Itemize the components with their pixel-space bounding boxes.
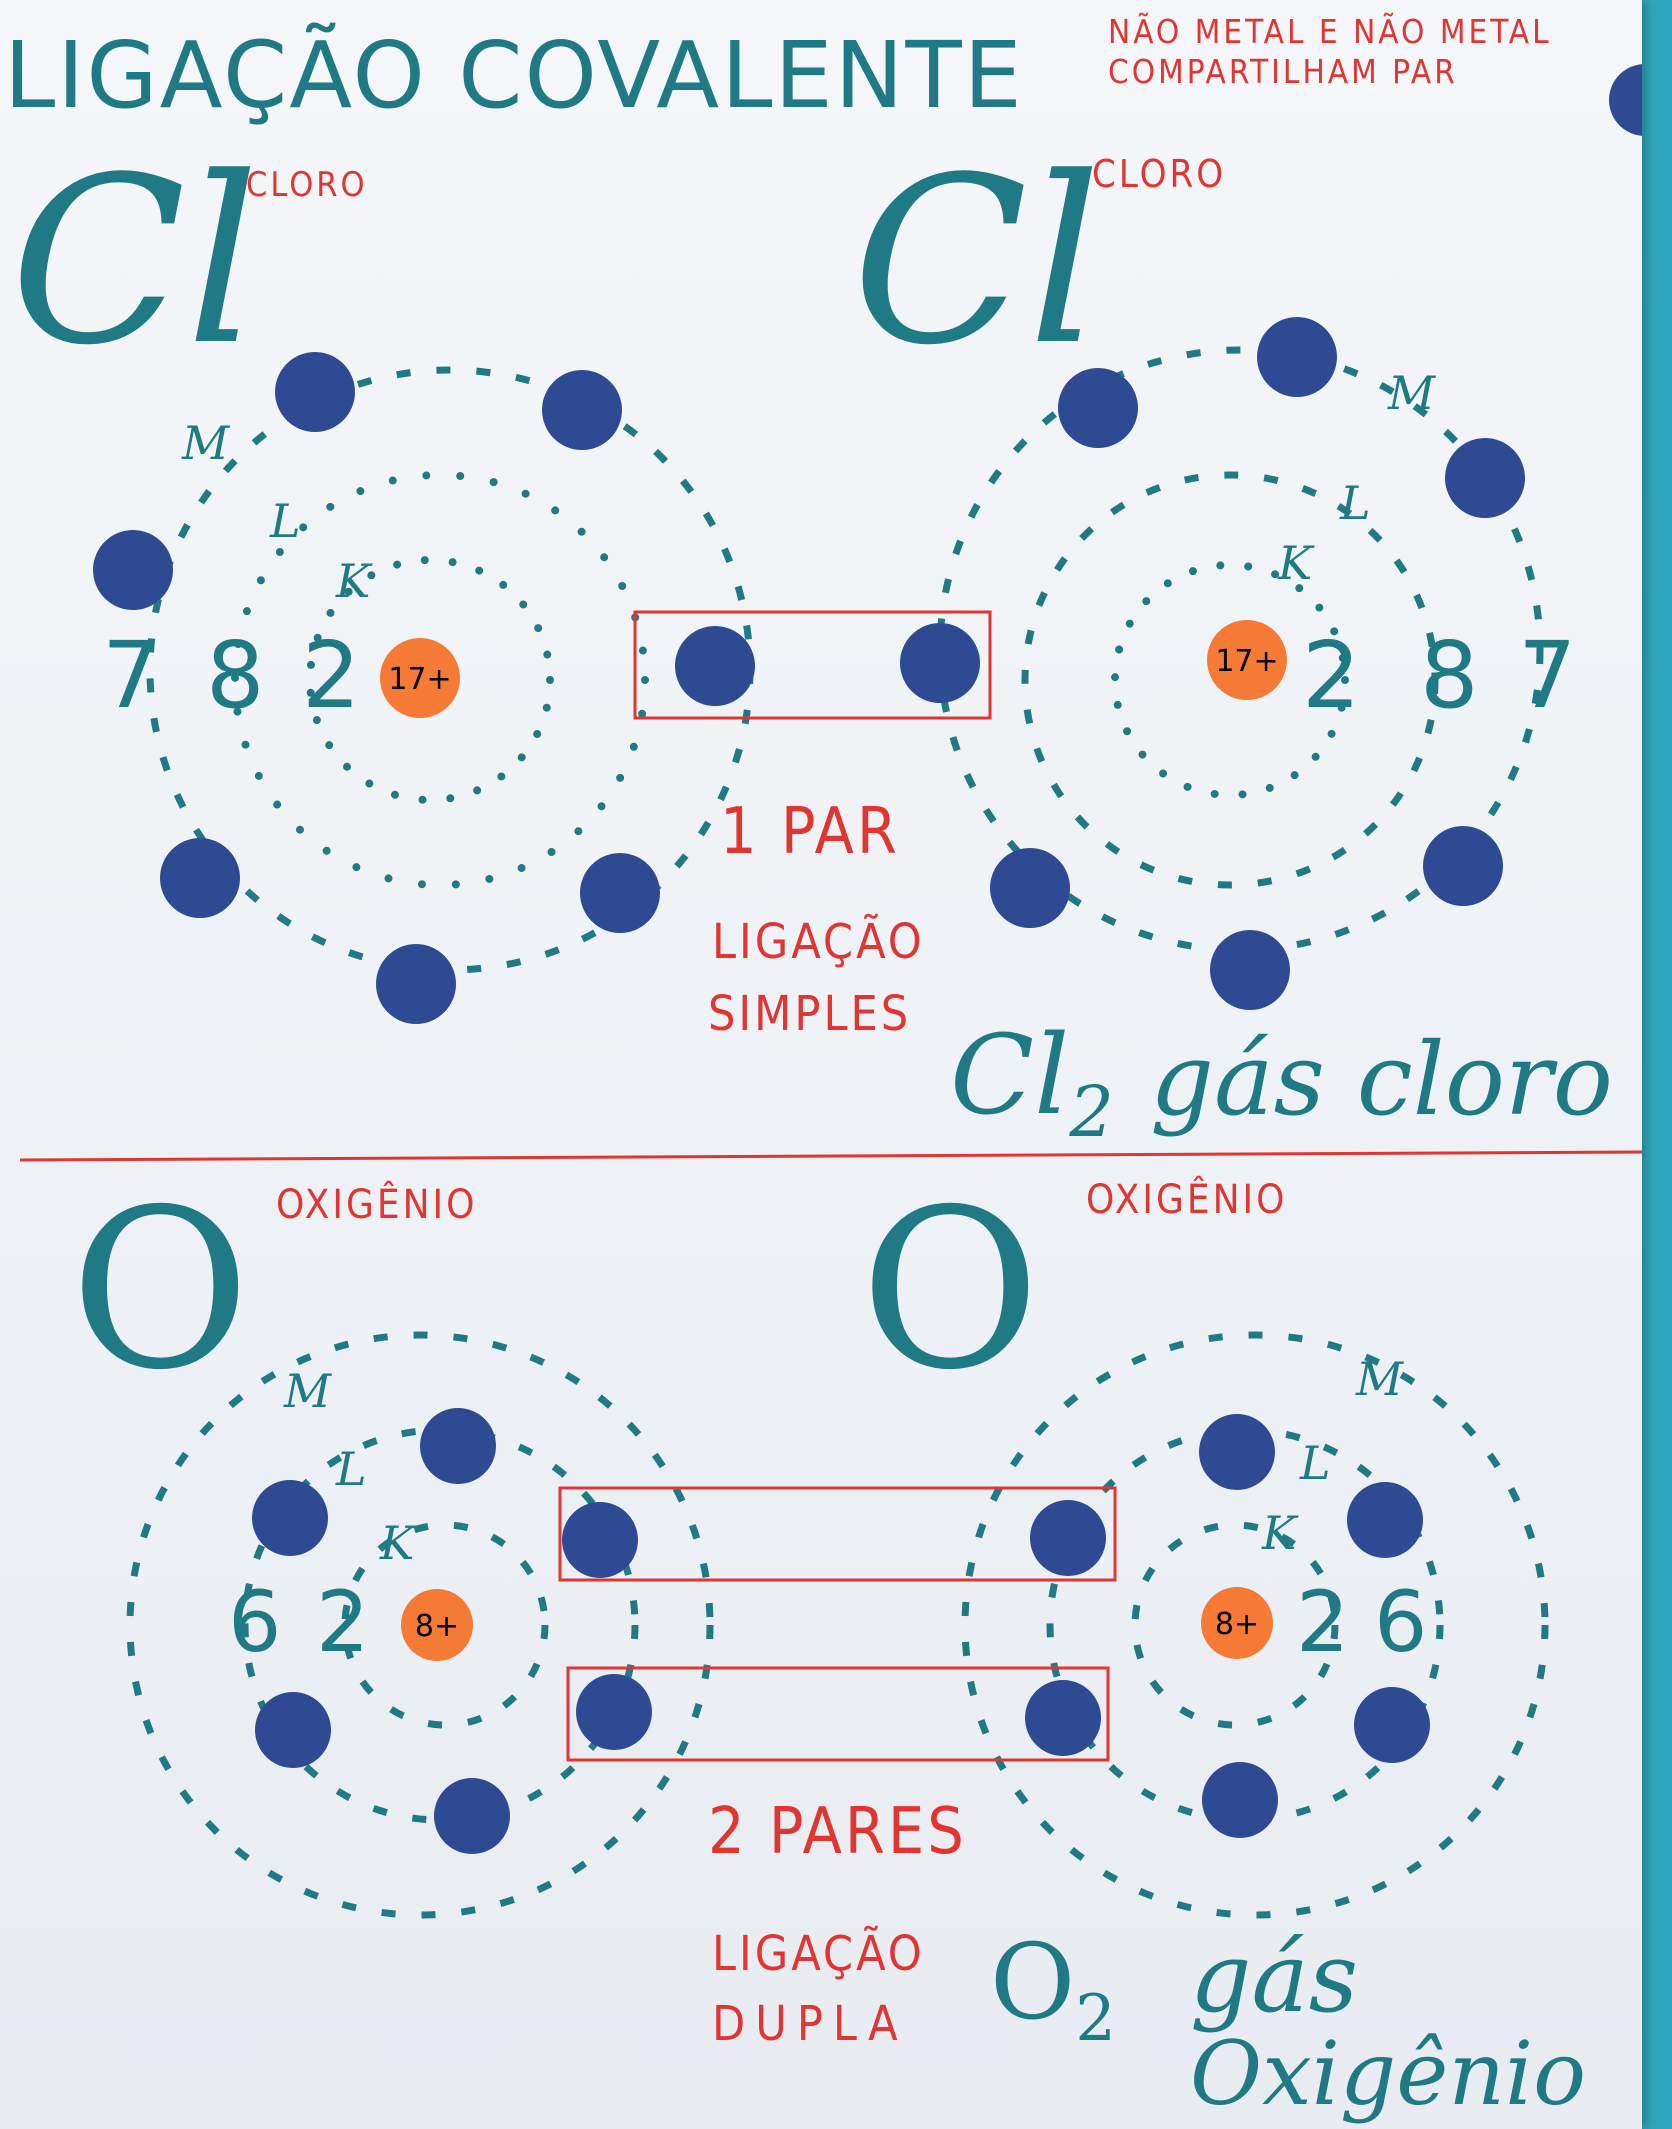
oxygen-left-shell-m-orbit <box>126 1331 714 1919</box>
oxygen-right-symbol: O <box>860 1162 1041 1418</box>
electron <box>160 838 240 918</box>
right-nucleus-charge: 17+ <box>1215 644 1278 679</box>
shared-electron <box>675 626 755 706</box>
shared-electron-pair <box>675 623 980 706</box>
electron <box>376 944 456 1024</box>
electron <box>93 530 173 610</box>
right-nucleus <box>1207 620 1287 700</box>
oxygen-left-shell-letter-k: K <box>380 1516 415 1570</box>
oxygen-right-shell-letter-l: L <box>1300 1436 1331 1490</box>
electron <box>1354 1687 1430 1763</box>
oxygen-shared-electrons <box>562 1500 1106 1756</box>
molecule-formula: Cl2 <box>950 1020 1114 1147</box>
oxygen-right-shell-m-orbit <box>961 1331 1549 1919</box>
left-shell-count-k: 2 <box>302 622 361 729</box>
oxygen-left-shell-count-l: 6 <box>228 1573 282 1671</box>
electron <box>990 848 1070 928</box>
oxygen-left-nucleus <box>401 1589 473 1661</box>
oxygen-right-nucleus <box>1201 1587 1273 1659</box>
electron <box>275 352 355 432</box>
left-element-name: CLORO <box>246 165 368 205</box>
left-shell-count-l: 8 <box>206 622 265 729</box>
oxygen-left-valence-electrons <box>252 1408 510 1854</box>
left-shell-letter-l: L <box>270 494 301 548</box>
right-shell-count-k: 2 <box>1302 622 1361 729</box>
title: LIGAÇÃO COVALENTE <box>4 22 1024 129</box>
electron <box>255 1692 331 1768</box>
oxygen-pair-count-label: 2 PARES <box>708 1795 967 1869</box>
oxygen-right-shell-letter-k: K <box>1262 1506 1297 1560</box>
shared-pair-box <box>633 610 992 720</box>
pair-count-label: 1 PAR <box>720 795 900 869</box>
oxygen-bond-type-line2: DUPLA <box>712 1996 908 2052</box>
left-valence-electrons <box>93 352 660 1024</box>
electron <box>1347 1482 1423 1558</box>
shared-electron <box>1025 1680 1101 1756</box>
electron <box>542 370 622 450</box>
shared-electron <box>1030 1500 1106 1576</box>
electron <box>1423 826 1503 906</box>
oxygen-left-nucleus-charge: 8+ <box>415 1609 459 1644</box>
oxygen-left-shell-k-orbit <box>341 1521 549 1729</box>
electron <box>434 1778 510 1854</box>
electron <box>1210 930 1290 1010</box>
oxygen-left-shell-letter-m: M <box>284 1364 332 1418</box>
left-nucleus-charge: 17+ <box>388 662 451 697</box>
right-shell-l-orbit <box>1021 471 1439 889</box>
bond-type-line1: LIGAÇÃO <box>712 914 925 970</box>
left-shell-letter-k: K <box>336 554 371 608</box>
molecule-name: gás cloro <box>1150 1021 1613 1138</box>
right-shell-count-l: 8 <box>1420 622 1479 729</box>
oxygen-left-shell-l-orbit <box>241 1426 639 1824</box>
oxygen-molecule-name-line1: gás <box>1190 1922 1358 2034</box>
electron <box>1257 317 1337 397</box>
electron <box>1445 438 1525 518</box>
oxygen-right-shell-count-k: 2 <box>1296 1573 1350 1671</box>
oxygen-molecule-formula-base: O <box>990 1921 1076 2043</box>
shared-electron <box>576 1674 652 1750</box>
electron <box>252 1480 328 1556</box>
electron <box>1202 1762 1278 1838</box>
right-shell-letter-m: M <box>1388 366 1436 420</box>
oxygen-left-shell-letter-l: L <box>336 1442 367 1496</box>
left-shell-count-m: 7 <box>102 622 161 729</box>
left-shell-letter-m: M <box>182 416 230 470</box>
oxygen-left-symbol: O <box>70 1162 251 1418</box>
molecule-formula-base: Cl <box>950 1011 1070 1139</box>
bond-type-line2: SIMPLES <box>708 986 912 1042</box>
shared-pair-box-2 <box>566 1666 1110 1762</box>
right-shell-count-m: 7 <box>1518 622 1577 729</box>
oxygen-right-shell-count-l: 6 <box>1374 1573 1428 1671</box>
oxygen-molecule-formula: O2 <box>990 1930 1116 2051</box>
molecule-formula-subscript: 2 <box>1069 1071 1114 1153</box>
left-nucleus <box>380 638 460 718</box>
oxygen-molecule-name-line2: Oxigênio <box>1190 2022 1587 2125</box>
right-element-symbol: Cl <box>852 129 1102 396</box>
oxygen-right-name: OXIGÊNIO <box>1086 1177 1288 1223</box>
right-shell-letter-k: K <box>1278 536 1313 590</box>
oxygen-molecule-formula-subscript: 2 <box>1075 1981 1116 2056</box>
shared-pair-box-1 <box>558 1486 1117 1582</box>
shared-electron <box>562 1502 638 1578</box>
section-divider <box>19 1150 1642 1162</box>
electron <box>580 853 660 933</box>
left-element-symbol: Cl <box>10 129 260 396</box>
right-shell-letter-l: L <box>1340 476 1371 530</box>
subtitle: NÃO METAL E NÃO METAL COMPARTILHAM PAR <box>1108 12 1552 91</box>
right-element-name: CLORO <box>1092 152 1227 196</box>
oxygen-right-nucleus-charge: 8+ <box>1215 1607 1259 1642</box>
oxygen-left-name: OXIGÊNIO <box>276 1182 478 1228</box>
oxygen-bond-type-line1: LIGAÇÃO <box>712 1926 925 1982</box>
electron <box>420 1408 496 1484</box>
electron <box>1199 1414 1275 1490</box>
oxygen-right-shell-letter-m: M <box>1356 1352 1404 1406</box>
oxygen-left-shell-count-k: 2 <box>316 1573 370 1671</box>
shared-electron <box>900 623 980 703</box>
